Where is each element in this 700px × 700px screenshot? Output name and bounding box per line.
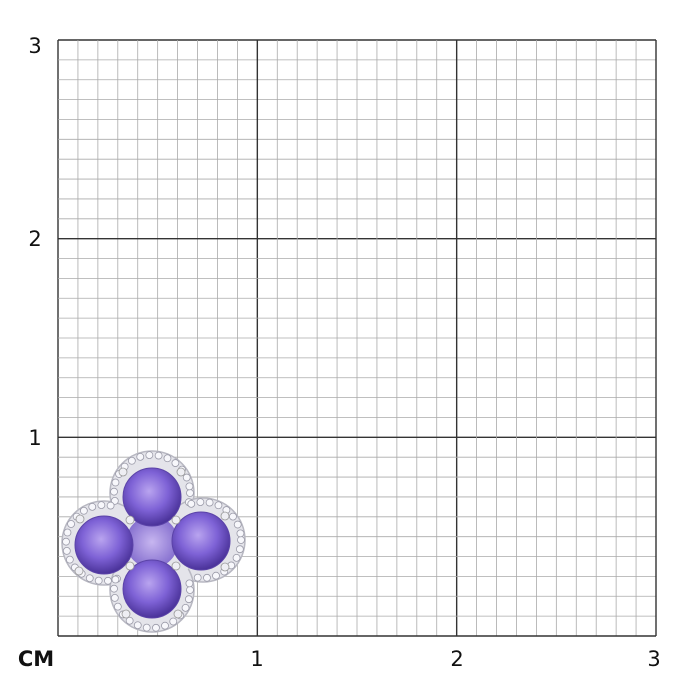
diamond [79,506,88,515]
diamond [233,520,242,529]
diamond [142,623,151,632]
diamond [110,584,118,593]
diamond [235,545,244,554]
diamond [212,571,220,580]
diamond [145,451,154,459]
diamond [186,489,194,497]
diamond [104,576,112,585]
diamond [171,459,180,467]
x-axis-label: 1 [250,647,263,671]
diamond [186,586,194,594]
diamond [163,454,172,463]
diamond [229,512,237,521]
diamond [205,498,214,507]
diamond [111,478,120,487]
diamond [133,621,142,630]
diamond [85,574,94,583]
diamond [113,602,122,611]
diamond [232,553,241,562]
diamond [111,575,120,584]
diamond [152,623,160,632]
diamond [97,501,106,509]
earring [61,450,246,633]
diamond [62,547,71,555]
x-axis-label: 3 [647,647,660,671]
diamond [193,573,202,582]
diamond [110,487,118,496]
diamond [214,501,223,510]
diamond [237,536,245,544]
diamond [67,520,75,528]
diamond [125,616,134,625]
unit-label: CM [18,647,54,671]
diamond [169,617,178,626]
diamond [154,451,163,460]
diamond [185,579,194,588]
y-axis-label: 2 [28,227,41,251]
diamond [182,473,191,482]
grid [57,39,657,637]
diamond [161,621,169,630]
diamond [94,576,103,585]
diamond [181,603,190,612]
diamond [196,498,205,506]
diamond [136,452,145,461]
y-axis-label: 1 [28,426,41,450]
diamond [106,501,115,510]
diamond [203,573,211,582]
diamond [63,528,72,537]
diamond [185,482,194,491]
x-axis-label: 2 [450,647,463,671]
y-axis-label: 3 [28,34,41,58]
diamond [187,499,196,508]
diamond [110,594,119,602]
diamond [184,595,193,604]
diamond [62,537,70,546]
diamond [236,529,245,538]
diamond [127,456,136,465]
diamond [65,555,74,564]
diamond [88,502,97,511]
